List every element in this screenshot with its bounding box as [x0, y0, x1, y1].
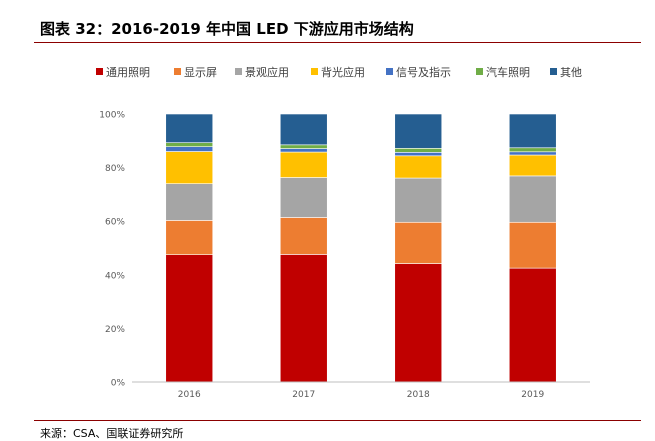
- bar-segment: [165, 146, 214, 152]
- legend-swatch: [550, 68, 557, 75]
- bar-segment: [394, 113, 443, 149]
- legend-label: 其他: [560, 66, 582, 79]
- y-tick-label: 60%: [105, 218, 125, 228]
- bar-segment: [394, 177, 443, 223]
- legend-label: 背光应用: [321, 65, 365, 79]
- bar-segment: [508, 151, 557, 156]
- legend-swatch: [235, 68, 242, 75]
- title-divider: [34, 42, 641, 43]
- legend-swatch: [174, 68, 181, 75]
- x-tick-label: 2017: [292, 390, 315, 400]
- legend-label: 汽车照明: [486, 65, 530, 79]
- legend-label: 景观应用: [245, 65, 289, 79]
- bar-segment: [394, 221, 443, 264]
- bar-segment: [279, 254, 328, 383]
- bar-segment: [165, 113, 214, 143]
- bar-segment: [508, 154, 557, 177]
- source-note: 来源：CSA、国联证券研究所: [40, 427, 184, 440]
- y-tick-label: 40%: [105, 271, 125, 281]
- x-axis: 2016 2017 2018 2019: [132, 381, 590, 400]
- x-tick-label: 2016: [178, 390, 201, 400]
- bar-segment: [508, 267, 557, 383]
- bar-segment: [508, 175, 557, 223]
- legend-swatch: [476, 68, 483, 75]
- bar-segment: [165, 183, 214, 221]
- y-axis: 0% 20% 40% 60% 80% 100%: [99, 111, 125, 389]
- bar-segment: [279, 113, 328, 146]
- legend-swatch: [311, 68, 318, 75]
- legend-label: 通用照明: [106, 66, 150, 79]
- legend-swatch: [96, 68, 103, 75]
- legend-label: 信号及指示: [396, 65, 451, 79]
- bar-segment: [508, 147, 557, 153]
- chart-title: 图表 32：2016-2019 年中国 LED 下游应用市场结构: [40, 20, 414, 38]
- y-tick-label: 80%: [105, 164, 125, 174]
- y-tick-label: 0%: [111, 379, 126, 389]
- bar-segment: [394, 152, 443, 157]
- x-tick-label: 2018: [407, 390, 430, 400]
- bar-segment: [279, 144, 328, 149]
- bar-segment: [165, 254, 214, 383]
- x-tick-label: 2019: [521, 390, 544, 400]
- bar-segment: [165, 142, 214, 147]
- bar-segment: [279, 217, 328, 255]
- bar-segment: [279, 177, 328, 218]
- bar-segment: [394, 263, 443, 383]
- bar-segment: [394, 155, 443, 179]
- bar-segment: [279, 148, 328, 153]
- footer-divider: [34, 420, 641, 421]
- legend-swatch: [386, 68, 393, 75]
- legend-label: 显示屏: [184, 66, 217, 79]
- bar-segment: [394, 148, 443, 153]
- chart-legend: 通用照明 显示屏 景观应用 背光应用 信号及指示 汽车照明 其他: [96, 65, 582, 79]
- bar-segment: [508, 113, 557, 149]
- y-tick-label: 100%: [99, 111, 125, 121]
- bar-segment: [165, 220, 214, 255]
- bar-segment: [279, 151, 328, 178]
- bar-segment: [508, 221, 557, 269]
- bar-segment: [165, 151, 214, 184]
- y-tick-label: 20%: [105, 325, 125, 335]
- bars: [165, 113, 557, 383]
